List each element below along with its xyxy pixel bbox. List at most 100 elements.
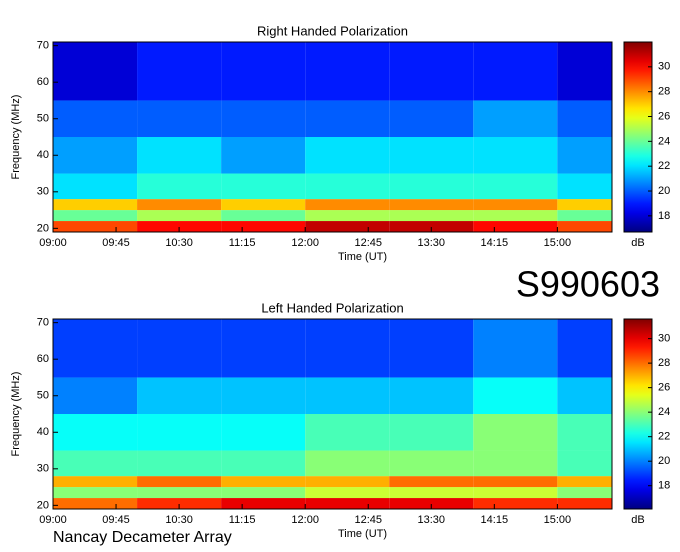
colorbar-tick-label: 24 (658, 406, 670, 418)
heatmap-cell (389, 476, 474, 488)
x-tick-label: 13:30 (418, 237, 446, 249)
heatmap-cell (473, 137, 558, 174)
colorbar-tick-label: 28 (658, 86, 670, 98)
heatmap-cell (221, 476, 306, 488)
heatmap-cell (53, 319, 138, 378)
heatmap-cell (53, 100, 138, 137)
y-tick-label: 60 (37, 353, 49, 365)
y-tick-label: 30 (37, 186, 49, 198)
colorbar (623, 41, 653, 233)
colorbar-tick-label: 24 (658, 135, 670, 147)
heatmap-cell (389, 414, 474, 451)
heatmap-cell (305, 498, 390, 509)
heatmap-cell (473, 221, 558, 232)
heatmap-cell (305, 414, 390, 451)
heatmap-cell (557, 476, 612, 488)
colorbar-tick-label: 22 (658, 160, 670, 172)
heatmap-cell (137, 173, 222, 200)
colorbar-tick-label: 26 (658, 110, 670, 122)
colorbar-tick-label: 20 (658, 455, 670, 467)
heatmap-cell (137, 487, 222, 499)
heatmap-cell (473, 498, 558, 509)
heatmap-cell (137, 414, 222, 451)
heatmap-cell (305, 487, 390, 499)
heatmap-cell (389, 173, 474, 200)
heatmap-cell (305, 221, 390, 232)
footer: Nancay Decameter Array (53, 529, 232, 546)
plot-frame (52, 41, 613, 233)
heatmap-cell (221, 487, 306, 499)
heatmap-cell (53, 210, 138, 222)
colorbar-tick-label: 18 (658, 480, 670, 492)
y-tick-label: 50 (37, 390, 49, 402)
colorbar-tick-label: 22 (658, 431, 670, 443)
heatmap-cell (137, 42, 222, 101)
y-axis-label: Frequency (MHz) (10, 95, 22, 180)
heatmap-cell (221, 414, 306, 451)
chart-title: Left Handed Polarization (261, 300, 403, 315)
heatmap-cell (389, 319, 474, 378)
heatmap-cell (473, 210, 558, 222)
heatmap-cell (53, 450, 138, 477)
heatmap-cell (53, 476, 138, 488)
heatmap-cell (557, 498, 612, 509)
heatmap-cell (305, 377, 390, 414)
y-tick-label: 70 (37, 317, 49, 329)
heatmap-cell (389, 221, 474, 232)
heatmap-cell (221, 319, 306, 378)
heatmap-cell (473, 476, 558, 488)
heatmap-cell (389, 100, 474, 137)
colorbar-label: dB (631, 514, 644, 526)
x-tick-label: 14:15 (481, 237, 509, 249)
heatmap-cell (389, 450, 474, 477)
heatmap-cell (137, 498, 222, 509)
heatmap-cell (53, 137, 138, 174)
heatmap-cell (305, 210, 390, 222)
heatmap-cell (53, 377, 138, 414)
heatmap-cell (557, 414, 612, 451)
heatmap-cell (557, 210, 612, 222)
heatmap-cell (305, 137, 390, 174)
y-tick-label: 70 (37, 40, 49, 52)
colorbar-tick-label: 18 (658, 210, 670, 222)
heatmap-cell (389, 487, 474, 499)
heatmap-cell (305, 199, 390, 211)
x-tick-label: 14:15 (481, 514, 509, 526)
heatmap-cell (53, 487, 138, 499)
heatmap-cell (557, 487, 612, 499)
heatmap-cell (473, 377, 558, 414)
x-axis-label: Time (UT) (338, 251, 387, 263)
heatmap-cell (473, 199, 558, 211)
x-tick-label: 12:45 (354, 514, 382, 526)
heatmap-cell (473, 42, 558, 101)
heatmap-cell (305, 450, 390, 477)
heatmap-cell (473, 414, 558, 451)
colorbar-tick-label: 30 (658, 61, 670, 73)
heatmap-cell (221, 173, 306, 200)
colorbar-tick-label: 30 (658, 333, 670, 345)
x-tick-label: 09:00 (39, 237, 67, 249)
heatmap-cell (53, 199, 138, 211)
heatmap-cell (137, 210, 222, 222)
heatmap-cell (557, 137, 612, 174)
heatmap-cell (137, 137, 222, 174)
heatmap-cell (53, 173, 138, 200)
heatmap-cell (305, 476, 390, 488)
heatmap-cell (389, 210, 474, 222)
heatmap-cell (473, 173, 558, 200)
heatmap-cell (389, 199, 474, 211)
heatmap-cell (389, 377, 474, 414)
x-tick-label: 11:15 (229, 237, 256, 249)
heatmap-cell (221, 221, 306, 232)
heatmap-cell (557, 221, 612, 232)
heatmap-cell (221, 450, 306, 477)
heatmap-cell (473, 100, 558, 137)
x-tick-label: 12:45 (354, 237, 382, 249)
x-tick-label: 13:30 (418, 514, 446, 526)
x-tick-label: 10:30 (165, 514, 193, 526)
heatmap-cell (221, 498, 306, 509)
heatmap-cell (557, 319, 612, 378)
colorbar (623, 318, 653, 510)
heatmap-cell (221, 137, 306, 174)
